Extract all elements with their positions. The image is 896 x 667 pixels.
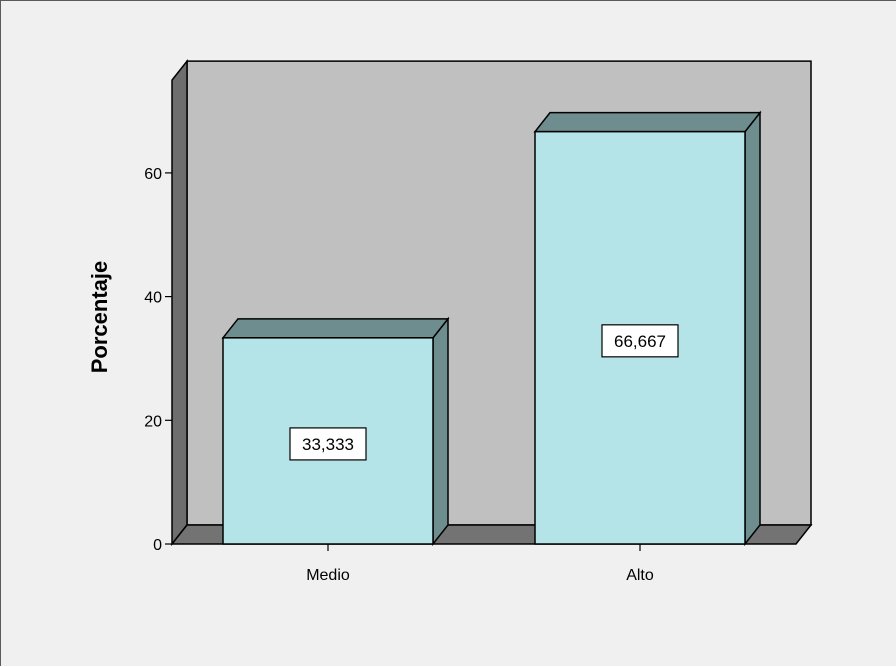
x-tick-label: Alto xyxy=(626,567,654,584)
x-tick-label: Medio xyxy=(306,567,350,584)
y-tick-label: 20 xyxy=(144,413,162,430)
data-label-box xyxy=(601,324,679,358)
bar-alto: 66,667 xyxy=(533,110,762,547)
x-axis: Medio Alto xyxy=(306,544,654,584)
y-axis-label: Porcentaje xyxy=(87,261,112,374)
y-tick-label: 40 xyxy=(144,290,162,307)
data-label: 33,333 xyxy=(302,435,354,454)
data-label: 66,667 xyxy=(614,332,666,351)
y-tick-label: 60 xyxy=(144,166,162,183)
bar-side xyxy=(744,110,761,547)
data-label-box xyxy=(289,427,367,461)
bar-side xyxy=(432,316,449,547)
y-axis: 0 20 40 60 xyxy=(144,166,172,554)
bar-top xyxy=(533,111,762,133)
y-tick-label: 0 xyxy=(153,537,162,554)
bar-top xyxy=(221,318,450,339)
bars: 33,333 66,667 xyxy=(221,110,762,547)
side-wall xyxy=(171,58,188,547)
bar-medio: 33,333 xyxy=(221,316,450,547)
